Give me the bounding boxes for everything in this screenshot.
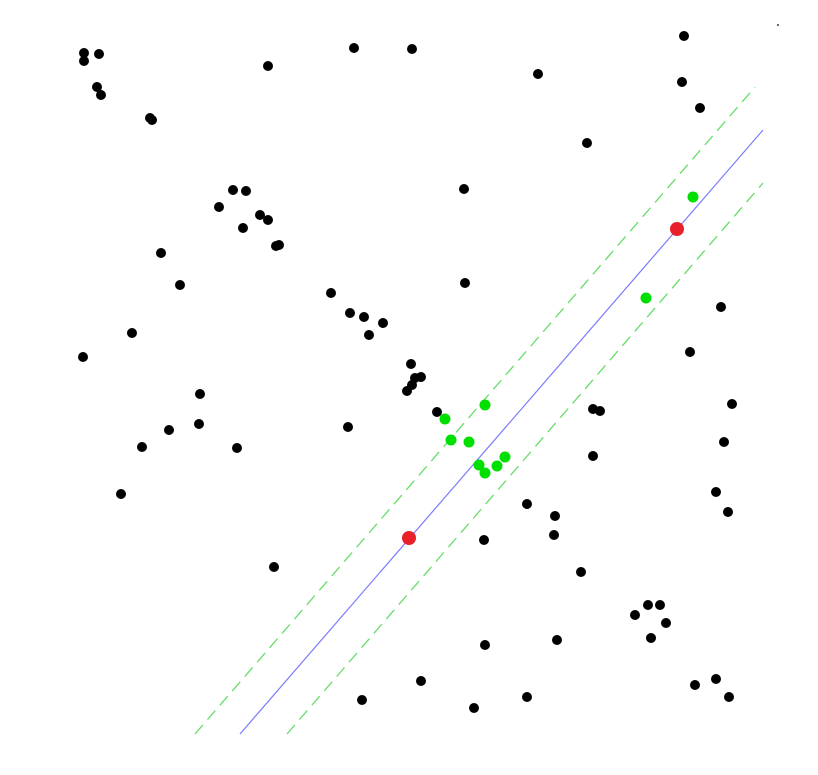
inlier-point bbox=[445, 434, 457, 446]
data-point bbox=[522, 499, 532, 509]
data-point bbox=[94, 49, 104, 59]
data-point bbox=[552, 635, 562, 645]
data-point bbox=[349, 43, 359, 53]
data-point bbox=[643, 600, 653, 610]
data-point bbox=[359, 312, 369, 322]
threshold-band-line-1 bbox=[194, 86, 756, 735]
sample-point bbox=[670, 222, 684, 236]
data-point bbox=[263, 215, 273, 225]
threshold-band-line-2 bbox=[286, 182, 764, 735]
data-point bbox=[343, 422, 353, 432]
inlier-point bbox=[499, 451, 511, 463]
data-point bbox=[241, 186, 251, 196]
data-point bbox=[378, 318, 388, 328]
inlier-point bbox=[479, 467, 491, 479]
data-point bbox=[727, 399, 737, 409]
data-point bbox=[407, 44, 417, 54]
data-point bbox=[724, 692, 734, 702]
data-point bbox=[326, 288, 336, 298]
data-point bbox=[345, 308, 355, 318]
data-point bbox=[195, 389, 205, 399]
data-point bbox=[214, 202, 224, 212]
data-point bbox=[655, 600, 665, 610]
data-point bbox=[238, 223, 248, 233]
data-point bbox=[588, 451, 598, 461]
data-point bbox=[646, 633, 656, 643]
data-point bbox=[469, 703, 479, 713]
data-point bbox=[690, 680, 700, 690]
data-point bbox=[522, 692, 532, 702]
data-point bbox=[576, 567, 586, 577]
data-point bbox=[460, 278, 470, 288]
corner-speck bbox=[777, 24, 779, 26]
data-point bbox=[357, 695, 367, 705]
data-point bbox=[127, 328, 137, 338]
data-point bbox=[416, 372, 426, 382]
data-point bbox=[263, 61, 273, 71]
data-point bbox=[549, 530, 559, 540]
data-point bbox=[459, 184, 469, 194]
data-point bbox=[533, 69, 543, 79]
data-point bbox=[274, 240, 284, 250]
data-point bbox=[79, 48, 89, 58]
data-point bbox=[406, 359, 416, 369]
data-point bbox=[711, 674, 721, 684]
data-point bbox=[719, 437, 729, 447]
data-point bbox=[79, 56, 89, 66]
data-point bbox=[695, 103, 705, 113]
data-point bbox=[432, 407, 442, 417]
data-point bbox=[232, 443, 242, 453]
data-point bbox=[479, 535, 489, 545]
data-point bbox=[194, 419, 204, 429]
data-point bbox=[595, 406, 605, 416]
inlier-point bbox=[463, 436, 475, 448]
inlier-point bbox=[687, 191, 699, 203]
fit-lines bbox=[194, 86, 764, 735]
data-point bbox=[550, 511, 560, 521]
data-point bbox=[480, 640, 490, 650]
data-point bbox=[711, 487, 721, 497]
data-points bbox=[78, 31, 737, 713]
data-point bbox=[661, 618, 671, 628]
data-point bbox=[269, 562, 279, 572]
data-point bbox=[416, 676, 426, 686]
data-point bbox=[228, 185, 238, 195]
data-point bbox=[723, 507, 733, 517]
data-point bbox=[175, 280, 185, 290]
data-point bbox=[164, 425, 174, 435]
data-point bbox=[582, 138, 592, 148]
inlier-point bbox=[479, 399, 491, 411]
data-point bbox=[677, 77, 687, 87]
fit-line bbox=[239, 129, 764, 735]
inlier-point bbox=[640, 292, 652, 304]
inlier-point bbox=[491, 460, 503, 472]
inlier-point bbox=[439, 413, 451, 425]
data-point bbox=[255, 210, 265, 220]
inlier-point bbox=[473, 459, 485, 471]
sample-point bbox=[402, 531, 416, 545]
data-point bbox=[145, 113, 155, 123]
data-point bbox=[116, 489, 126, 499]
data-point bbox=[92, 82, 102, 92]
data-point bbox=[716, 302, 726, 312]
data-point bbox=[156, 248, 166, 258]
data-point bbox=[137, 442, 147, 452]
data-point bbox=[78, 352, 88, 362]
data-point bbox=[630, 610, 640, 620]
data-point bbox=[96, 90, 106, 100]
data-point bbox=[685, 347, 695, 357]
data-point bbox=[679, 31, 689, 41]
data-point bbox=[364, 330, 374, 340]
